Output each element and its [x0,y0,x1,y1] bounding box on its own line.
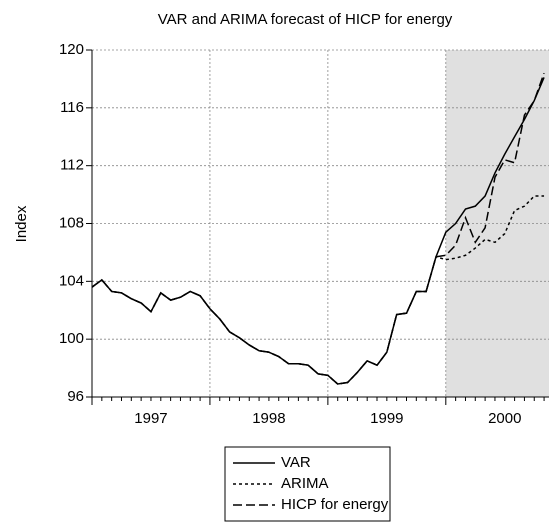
y-axis-label: Index [13,205,30,242]
legend-label: ARIMA [281,475,329,492]
y-tick-label: 96 [67,388,84,405]
legend-label: VAR [281,454,311,471]
legend-label: HICP for energy [281,496,389,513]
y-tick-label: 104 [59,272,84,289]
x-tick-label: 1998 [252,410,285,427]
series-line [91,77,545,385]
x-tick-label: 1999 [370,410,403,427]
y-tick-label: 112 [60,157,84,174]
y-tick-label: 120 [59,41,84,58]
series-line [91,195,545,385]
x-tick-label: 1997 [134,410,167,427]
x-tick-label: 2000 [488,410,521,427]
y-tick-label: 100 [59,330,84,347]
chart-title: VAR and ARIMA forecast of HICP for energ… [158,11,453,28]
y-tick-label: 108 [59,214,84,231]
y-tick-label: 116 [60,99,84,116]
